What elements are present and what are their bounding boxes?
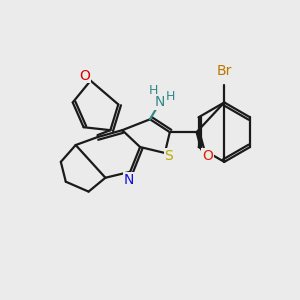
- Text: H: H: [148, 84, 158, 97]
- Text: O: O: [79, 69, 90, 83]
- Text: H: H: [166, 90, 176, 103]
- Text: N: N: [155, 95, 165, 110]
- Text: O: O: [202, 149, 213, 163]
- Text: N: N: [124, 173, 134, 187]
- Text: S: S: [164, 149, 173, 163]
- Text: Br: Br: [217, 64, 232, 78]
